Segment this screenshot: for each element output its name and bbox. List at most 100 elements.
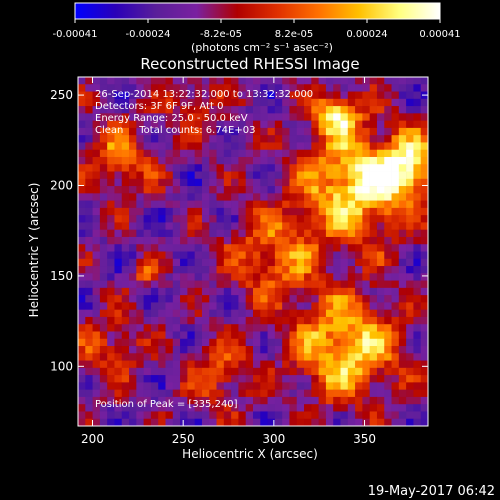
heatmap-cell (78, 360, 86, 369)
heatmap-cell (158, 91, 166, 100)
heatmap-cell (391, 164, 400, 172)
heatmap-cell (413, 156, 422, 165)
heatmap-cell (406, 295, 414, 303)
heatmap-cell (384, 142, 392, 151)
heatmap-cell (391, 106, 400, 114)
heatmap-cell (136, 389, 144, 398)
heatmap-cell (92, 367, 101, 376)
heatmap-cell (362, 418, 370, 427)
heatmap-cell (296, 346, 305, 354)
heatmap-cell (245, 309, 254, 318)
heatmap-cell (340, 215, 349, 223)
heatmap-cell (340, 77, 349, 85)
heatmap-cell (391, 346, 400, 354)
heatmap-cell (172, 331, 181, 340)
heatmap-cell (362, 135, 370, 143)
heatmap-cell (209, 193, 217, 201)
heatmap-cell (362, 236, 370, 245)
heatmap-cell (121, 222, 130, 230)
heatmap-cell (150, 193, 159, 201)
heatmap-cell (311, 142, 319, 151)
heatmap-cell (398, 302, 407, 310)
heatmap-cell (406, 360, 414, 369)
heatmap-cell (216, 127, 225, 136)
heatmap-cell (107, 346, 115, 354)
heatmap-cell (201, 215, 210, 223)
heatmap-cell (384, 302, 392, 310)
heatmap-cell (267, 207, 276, 216)
heatmap-cell (92, 411, 101, 420)
heatmap-cell (376, 258, 385, 267)
heatmap-cell (376, 164, 385, 172)
heatmap-cell (333, 215, 341, 223)
heatmap-cell (107, 258, 115, 267)
heatmap-cell (201, 411, 210, 420)
heatmap-cell (158, 346, 166, 354)
heatmap-cell (267, 135, 276, 143)
heatmap-cell (201, 149, 210, 158)
heatmap-cell (355, 106, 363, 114)
heatmap-cell (362, 229, 370, 238)
heatmap-cell (245, 353, 254, 361)
heatmap-cell (238, 236, 247, 245)
heatmap-cell (92, 251, 101, 260)
heatmap-cell (231, 367, 239, 376)
heatmap-cell (413, 375, 422, 383)
heatmap-cell (136, 382, 144, 390)
heatmap-cell (129, 396, 137, 405)
heatmap-cell (136, 244, 144, 252)
heatmap-cell (201, 244, 210, 252)
heatmap-cell (267, 295, 276, 303)
heatmap-cell (187, 389, 195, 398)
heatmap-cell (376, 266, 385, 274)
heatmap-cell (245, 258, 254, 267)
heatmap-cell (413, 266, 422, 274)
heatmap-cell (201, 382, 210, 390)
heatmap-cell (420, 375, 429, 383)
heatmap-cell (296, 98, 305, 107)
heatmap-cell (289, 258, 298, 267)
heatmap-cell (92, 331, 101, 340)
heatmap-cell (376, 302, 385, 310)
heatmap-cell (274, 389, 283, 398)
heatmap-cell (304, 404, 312, 412)
heatmap-cell (223, 316, 232, 325)
heatmap-cell (165, 236, 174, 245)
heatmap-cell (253, 84, 261, 92)
heatmap-cell (369, 207, 378, 216)
heatmap-cell (216, 360, 225, 369)
heatmap-cell (121, 287, 130, 296)
colorbar-tick-label: 0.00041 (419, 29, 460, 40)
heatmap-cell (121, 331, 130, 340)
heatmap-cell (391, 186, 400, 194)
heatmap-cell (325, 295, 334, 303)
heatmap-cell (231, 171, 239, 180)
heatmap-cell (274, 142, 283, 151)
heatmap-cell (355, 324, 363, 332)
heatmap-cell (420, 106, 429, 114)
heatmap-cell (245, 222, 254, 230)
heatmap-cell (172, 353, 181, 361)
heatmap-cell (114, 331, 123, 340)
heatmap-cell (172, 396, 181, 405)
heatmap-cell (304, 142, 312, 151)
heatmap-cell (187, 113, 195, 121)
heatmap-cell (136, 149, 144, 158)
heatmap-cell (231, 302, 239, 310)
heatmap-cell (223, 142, 232, 151)
heatmap-cell (362, 98, 370, 107)
heatmap-cell (369, 193, 378, 201)
heatmap-cell (209, 375, 217, 383)
heatmap-cell (362, 106, 370, 114)
heatmap-cell (282, 338, 290, 347)
heatmap-cell (267, 178, 276, 187)
heatmap-cell (340, 229, 349, 238)
heatmap-cell (92, 346, 101, 354)
heatmap-cell (340, 178, 349, 187)
heatmap-cell (194, 295, 203, 303)
heatmap-cell (347, 164, 356, 172)
heatmap-cell (420, 411, 429, 420)
heatmap-cell (158, 127, 166, 136)
heatmap-cell (296, 186, 305, 194)
heatmap-cell (340, 302, 349, 310)
